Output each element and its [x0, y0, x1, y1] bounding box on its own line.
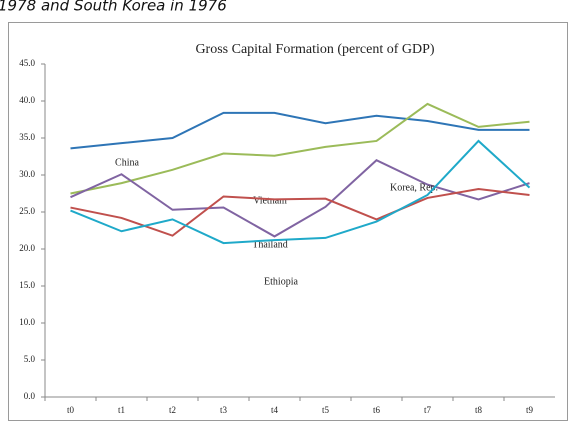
caption: 1978 and South Korea in 1976 — [0, 0, 227, 15]
series-line — [70, 102, 530, 195]
x-tick-label: t1 — [118, 405, 125, 415]
y-tick-label: 40.0 — [19, 95, 35, 105]
x-tick-label: t8 — [475, 405, 483, 415]
series-line — [70, 139, 531, 245]
y-tick-label: 10.0 — [19, 317, 35, 327]
y-tick-label: 0.0 — [24, 391, 36, 401]
chart-title: Gross Capital Formation (percent of GDP) — [195, 42, 434, 57]
y-tick-label: 20.0 — [19, 243, 35, 253]
series-line — [70, 111, 530, 150]
y-tick-label: 35.0 — [19, 132, 35, 142]
x-tick-label: t7 — [424, 405, 432, 415]
series-label: China — [115, 157, 139, 168]
x-tick-label: t9 — [526, 405, 534, 415]
y-tick-label: 5.0 — [24, 354, 36, 364]
x-tick-label: t3 — [220, 405, 228, 415]
series-label: Korea, Rep. — [390, 182, 438, 193]
x-tick-label: t6 — [373, 405, 381, 415]
series-label: Vietnam — [253, 195, 287, 206]
y-tick-label: 15.0 — [19, 280, 35, 290]
y-tick-label: 30.0 — [19, 169, 35, 179]
chart-border — [8, 22, 568, 421]
x-tick-label: t5 — [322, 405, 330, 415]
series-line — [70, 188, 530, 237]
x-tick-label: t4 — [271, 405, 279, 415]
x-tick-label: t2 — [169, 405, 176, 415]
y-tick-label: 45.0 — [19, 58, 35, 68]
series-label: Ethiopia — [264, 276, 298, 287]
y-tick-label: 25.0 — [19, 206, 35, 216]
series-label: Thailand — [252, 239, 288, 250]
x-tick-label: t0 — [67, 405, 75, 415]
series-line — [70, 159, 530, 238]
